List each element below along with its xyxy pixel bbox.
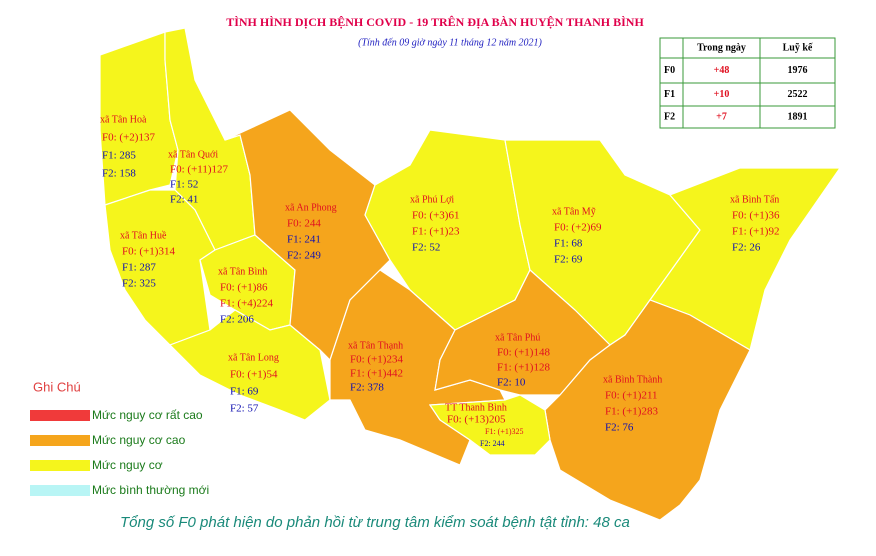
table-cell: +10 — [714, 89, 730, 100]
legend-swatch — [30, 410, 90, 421]
region-f0: F0: (+1)36 — [732, 210, 780, 222]
region-binh-thanh — [544, 299, 751, 521]
table-header: Trong ngày — [697, 42, 746, 53]
region-name: xã Tân Huề — [120, 230, 167, 241]
region-f1: F1: 241 — [287, 234, 321, 246]
table-cell: F0 — [664, 65, 675, 76]
region-f0: F0: (+1)314 — [122, 246, 175, 258]
legend-swatch — [30, 435, 90, 446]
region-tt-thanh-binh — [428, 394, 551, 456]
region-f0: F0: (+1)148 — [497, 347, 550, 359]
table-header: Luỹ kế — [783, 42, 813, 53]
legend-label: Mức nguy cơ — [92, 458, 163, 472]
region-labels: xã Tân Hoà F0: (+2)137 F1: 285 F2: 158 xã Tâ… — [100, 114, 780, 448]
region-f2: F2: 52 — [412, 242, 440, 254]
region-f0: F0: (+1)234 — [350, 354, 403, 366]
region-f2: F2: 325 — [122, 278, 156, 290]
region-f2: F2: 10 — [497, 377, 526, 389]
table-cell: F1 — [664, 89, 675, 100]
footer: Tổng số F0 phát hiện do phản hồi từ trun… — [120, 514, 630, 531]
region-name: xã Tân Hoà — [100, 114, 147, 125]
region-name: xã Tân Thạnh — [348, 340, 403, 351]
region-name: xã Tân Bình — [218, 266, 267, 277]
region-f1: F1: (+4)224 — [220, 298, 273, 310]
legend-label: Mức bình thường mới — [92, 483, 209, 497]
table-cell: 1891 — [788, 111, 808, 122]
region-f2: F2: 244 — [480, 439, 505, 448]
region-name: xã Tân Long — [228, 352, 279, 363]
region-f2: F2: 76 — [605, 422, 634, 434]
table-cell: F2 — [664, 111, 675, 122]
region-f0: F0: (+1)86 — [220, 282, 268, 294]
region-f1: F1: 68 — [554, 238, 583, 250]
region-f1: F1: (+1)442 — [350, 368, 403, 380]
region-f0: F0: (+1)54 — [230, 369, 278, 381]
region-f2: F2: 57 — [230, 403, 259, 415]
table-cell: 2522 — [788, 89, 808, 100]
region-f1: F1: (+1)128 — [497, 362, 550, 374]
region-name: xã An Phong — [285, 202, 337, 213]
region-f2: F2: 206 — [220, 314, 254, 326]
legend-label: Mức nguy cơ rất cao — [92, 408, 203, 422]
region-name: xã Tân Quới — [168, 149, 218, 160]
region-f1: F1: 52 — [170, 179, 198, 191]
region-name: xã Tân Mỹ — [552, 206, 596, 217]
table-cell: +7 — [716, 111, 727, 122]
region-f1: F1: (+1)92 — [732, 226, 779, 238]
region-f2: F2: 158 — [102, 168, 136, 180]
title: TÌNH HÌNH DỊCH BỆNH COVID - 19 TRÊN ĐỊA … — [226, 15, 644, 29]
legend-label: Mức nguy cơ cao — [92, 433, 186, 447]
region-f1: F1: (+1)325 — [485, 427, 524, 436]
region-f1: F1: 287 — [122, 262, 156, 274]
region-f1: F1: 285 — [102, 150, 136, 162]
legend-title: Ghi Chú — [33, 379, 81, 394]
region-f0: F0: (+11)127 — [170, 164, 229, 176]
region-f0: F0: (+1)211 — [605, 390, 658, 402]
region-f2: F2: 41 — [170, 194, 198, 206]
table-cell: 1976 — [788, 65, 808, 76]
region-f0: F0: (+13)205 — [447, 414, 506, 426]
region-f0: F0: 244 — [287, 218, 321, 230]
subtitle: (Tính đến 09 giờ ngày 11 tháng 12 năm 20… — [358, 37, 542, 48]
region-f2: F2: 69 — [554, 254, 583, 266]
region-f2: F2: 26 — [732, 242, 761, 254]
region-tan-hue — [104, 189, 216, 346]
summary-table: Trong ngày Luỹ kế F0 +48 1976 F1 +10 2522 F2 +7 18… — [659, 37, 836, 129]
region-f0: F0: (+2)137 — [102, 132, 155, 144]
region-name: TT Thanh Bình — [445, 402, 507, 413]
region-f2: F2: 378 — [350, 382, 384, 394]
legend-swatch — [30, 460, 90, 471]
region-f1: F1: (+1)23 — [412, 226, 460, 238]
region-tan-long — [168, 309, 331, 421]
map — [99, 27, 842, 521]
region-name: xã Phú Lợi — [410, 194, 454, 205]
region-f2: F2: 249 — [287, 250, 321, 262]
region-f0: F0: (+3)61 — [412, 210, 459, 222]
region-name: xã Bình Thành — [603, 374, 662, 385]
region-binh-tan — [649, 167, 842, 351]
region-f0: F0: (+2)69 — [554, 222, 602, 234]
region-f1: F1: (+1)283 — [605, 406, 658, 418]
legend: Ghi Chú Mức nguy cơ rất cao Mức nguy cơ ca… — [30, 379, 209, 497]
region-name: xã Tân Phú — [495, 332, 540, 343]
legend-swatch — [30, 485, 90, 496]
table-cell: +48 — [714, 65, 730, 76]
region-f1: F1: 69 — [230, 386, 259, 398]
region-name: xã Bình Tấn — [730, 194, 779, 205]
